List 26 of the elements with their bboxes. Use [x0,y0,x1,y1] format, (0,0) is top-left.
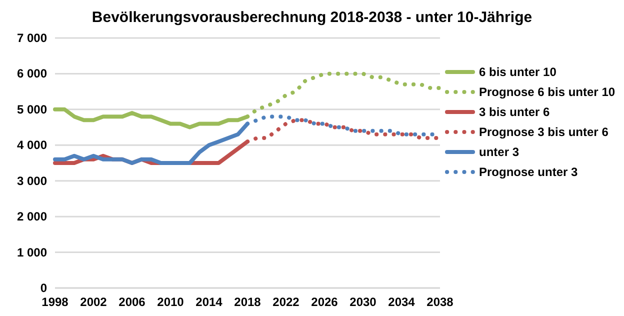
x-tick-label: 2006 [118,295,146,309]
y-tick-label: 5 000 [16,102,48,116]
y-tick-label: 3 000 [16,174,48,188]
x-tick-label: 2014 [196,295,223,309]
x-tick-label: 2038 [426,295,454,309]
y-tick-label: 6 000 [16,66,48,81]
legend-label: 6 bis unter 10 [479,65,557,79]
x-tick-label: 2030 [350,295,377,309]
x-tick-label: 2026 [311,295,338,309]
y-tick-label: 7 000 [16,31,48,45]
y-tick-label: 4 000 [16,138,48,152]
x-tick-label: 2002 [80,295,108,309]
legend-label: unter 3 [479,145,520,159]
legend-label: Prognose 3 bis unter 6 [479,125,609,139]
x-tick-label: 2010 [157,295,184,309]
x-tick-label: 1998 [42,295,69,309]
chart-title: Bevölkerungsvorausberechnung 2018-2038 - unter 10-Jährige [92,9,532,26]
y-tick-label: 2 000 [16,210,48,224]
y-tick-label: 0 [40,281,48,295]
x-tick-label: 2018 [234,295,262,309]
x-tick-label: 2022 [272,295,300,309]
legend-label: 3 bis unter 6 [479,105,550,119]
x-tick-label: 2034 [388,295,416,309]
y-tick-label: 1 000 [16,245,48,260]
legend-label: Prognose unter 3 [479,165,578,179]
legend-label: Prognose 6 bis unter 10 [479,85,616,99]
